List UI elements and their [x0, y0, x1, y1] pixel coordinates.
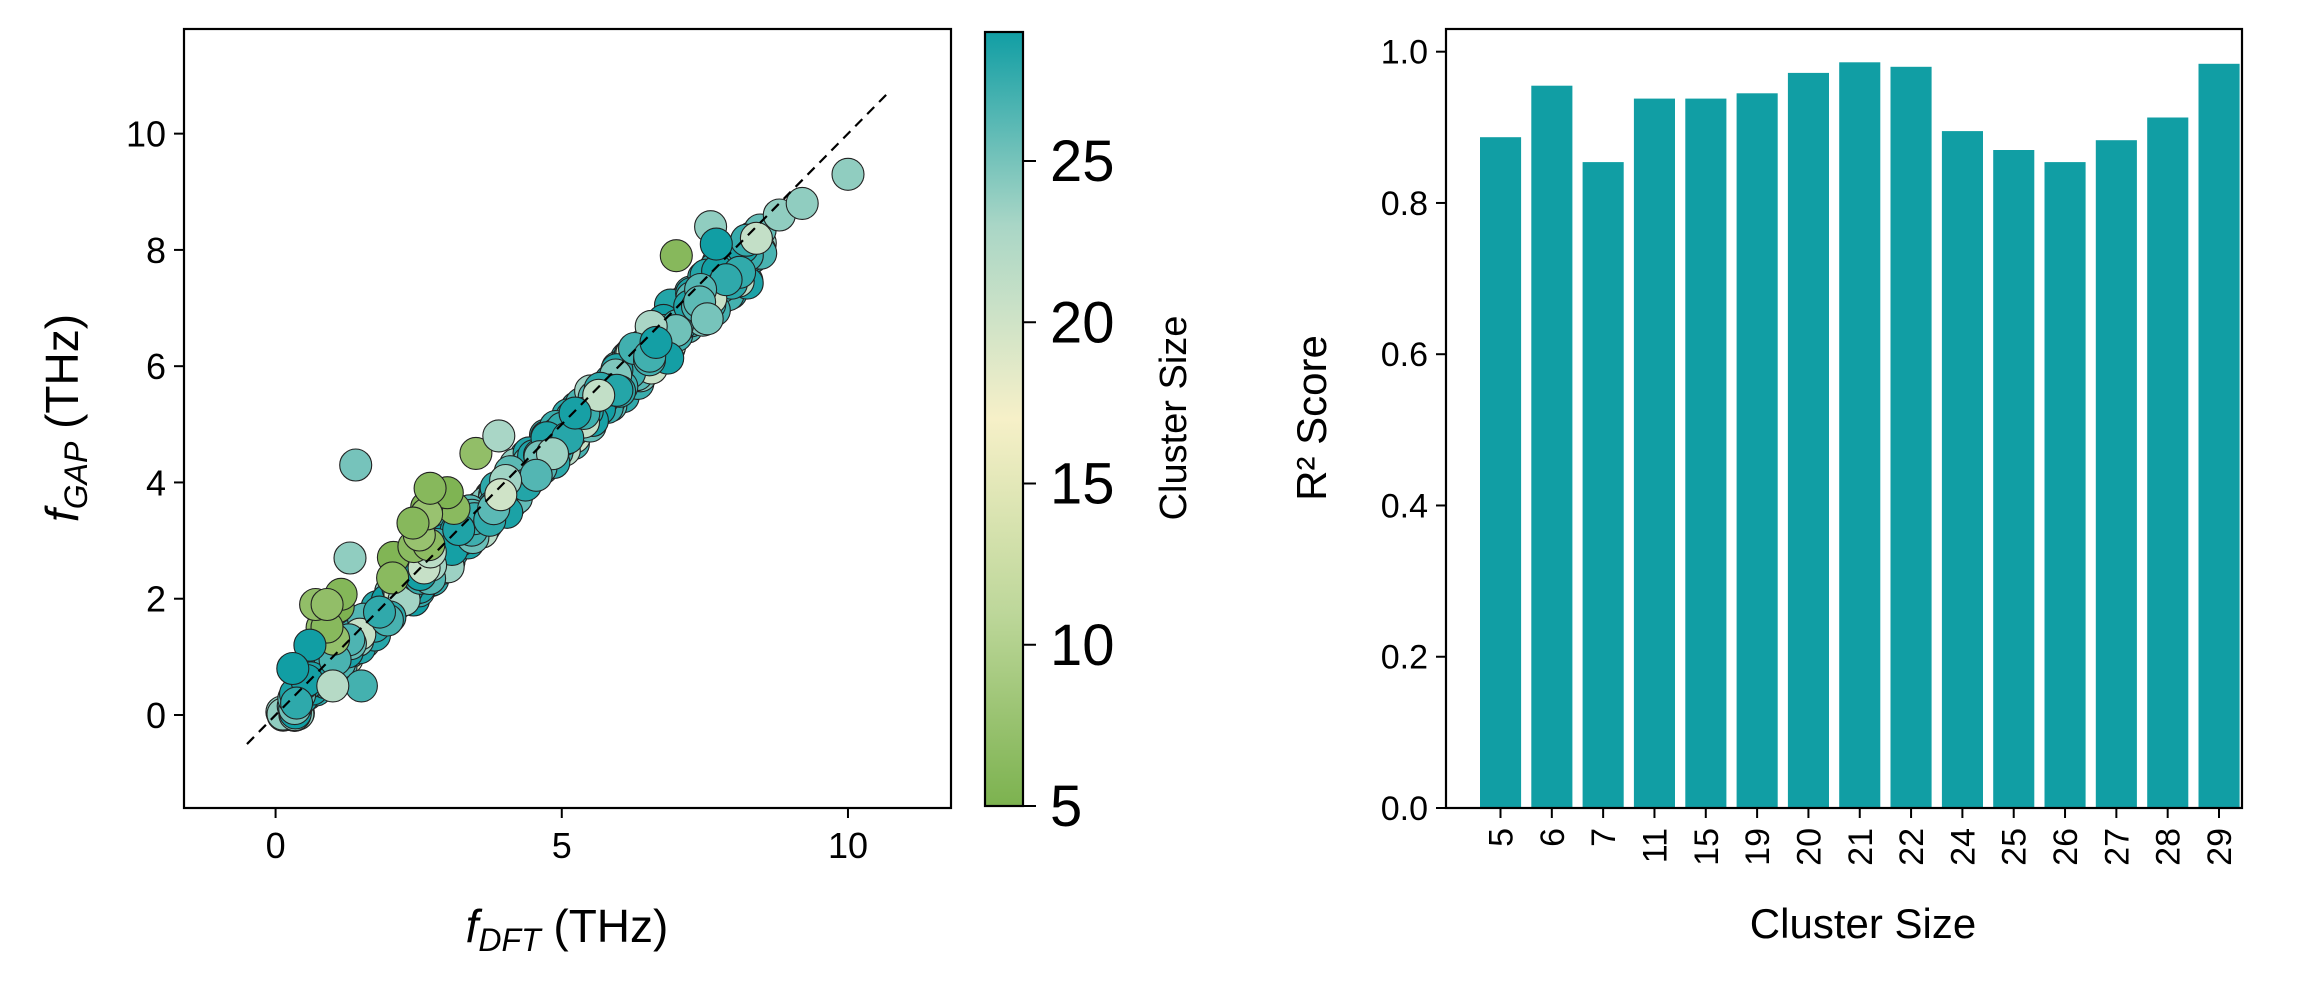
scatter-point: [339, 448, 373, 482]
bar-xlabel: Cluster Size: [1750, 900, 1976, 947]
scatter-xlabel: fDFT (THz): [466, 900, 669, 958]
y-tick-label: 4: [146, 462, 166, 503]
bar-x-tick-label: 6: [1534, 828, 1572, 847]
bar-x-tick-label: 22: [1893, 828, 1931, 866]
x-tick-label: 5: [552, 825, 572, 866]
bar-panel: 5 6 7 11 15 19 20 21 22 24 25 26 27 28 29 0.0 0.2 0.4 0.6 0…: [1288, 27, 2244, 947]
bar-22: [1890, 66, 1932, 809]
colorbar-tick-label: 5: [1050, 774, 1082, 839]
scatter-point: [276, 651, 310, 686]
bars: [1480, 62, 2240, 809]
bar-x-tick-label: 28: [2150, 828, 2188, 866]
scatter-point: [280, 686, 314, 720]
scatter-points: [265, 157, 865, 732]
bar-x-tick-label: 25: [1996, 828, 2034, 866]
bar-x-tick-label: 15: [1688, 828, 1726, 866]
bar-11: [1633, 98, 1675, 809]
bar-28: [2147, 117, 2189, 808]
scatter-point: [519, 458, 553, 492]
y-tick-label: 10: [126, 114, 166, 155]
scatter-point: [659, 239, 693, 273]
scatter-ylabel: fGAP (THz): [36, 314, 94, 522]
scatter-point: [459, 436, 493, 470]
scatter-point: [396, 506, 430, 540]
bar-x-tick-label: 7: [1585, 828, 1623, 847]
y-tick-label: 6: [146, 346, 166, 387]
x-tick-label: 0: [266, 825, 286, 866]
bar-axes-frame: [1444, 27, 2244, 810]
scatter-point: [484, 478, 518, 512]
scatter-point: [310, 587, 344, 622]
bar-x-tick-label: 29: [2201, 828, 2239, 866]
bar-25: [1993, 150, 2035, 808]
y-tick-label: 0: [146, 695, 166, 736]
scatter-point: [558, 396, 592, 430]
bar-y-tick-label: 0.8: [1381, 185, 1428, 223]
bar-x-tick-label: 20: [1790, 828, 1828, 866]
bar-x-tick-label: 24: [1944, 828, 1982, 866]
bar-y-tick-label: 0.0: [1381, 790, 1428, 828]
bar-y-tick-label: 0.6: [1381, 336, 1428, 374]
scatter-point: [690, 302, 724, 336]
scatter-point: [344, 669, 378, 703]
bar-26: [2044, 162, 2086, 809]
scatter-point: [582, 378, 616, 412]
bar-5: [1480, 137, 1522, 808]
colorbar-label: Cluster Size: [1153, 316, 1195, 521]
bar-x-tick-label: 27: [2098, 828, 2136, 866]
scatter-point: [333, 541, 367, 575]
bar-x-tick-label: 11: [1636, 828, 1674, 863]
bar-7: [1582, 162, 1624, 809]
scatter-ticks: 0 5 10 0 2 4 6 8 10: [126, 114, 868, 866]
scatter-point: [639, 325, 673, 359]
bar-ylabel: R² Score: [1288, 335, 1335, 501]
scatter-point: [831, 157, 865, 191]
colorbar-gradient: [983, 30, 1025, 808]
colorbar-ticks: 5 10 15 20 25: [1023, 129, 1115, 839]
scatter-point: [362, 595, 397, 629]
bar-29: [2198, 63, 2240, 809]
x-tick-label: 10: [828, 825, 868, 866]
bar-15: [1685, 98, 1727, 809]
y-tick-label: 8: [146, 230, 166, 271]
scatter-point: [413, 471, 447, 505]
scatter-point: [699, 227, 733, 261]
colorbar-tick-label: 10: [1050, 613, 1115, 678]
bar-24: [1941, 131, 1983, 809]
bar-x-tick-label: 26: [2047, 828, 2085, 866]
bar-y-tick-label: 1.0: [1381, 34, 1428, 72]
scatter-axes-frame: [182, 27, 953, 810]
bar-6: [1531, 85, 1573, 808]
bar-y-tick-label: 0.4: [1381, 487, 1428, 525]
scatter-point: [785, 186, 819, 220]
scatter-point: [482, 419, 516, 453]
bar-27: [2095, 140, 2137, 808]
scatter-panel: 0 5 10 0 2 4 6 8 10 fDFT (THz) fGAP (THz): [36, 27, 953, 958]
scatter-point: [376, 561, 410, 595]
scatter-point: [316, 669, 350, 703]
colorbar-tick-label: 20: [1050, 290, 1115, 355]
bar-x-tick-label: 21: [1842, 828, 1880, 866]
bar-21: [1839, 62, 1881, 809]
scatter-point: [739, 221, 773, 255]
colorbar: 5 10 15 20 25 Cluster Size: [983, 30, 1195, 839]
colorbar-tick-label: 15: [1050, 452, 1115, 517]
bar-y-tick-label: 0.2: [1381, 639, 1428, 677]
bar-x-tick-label: 19: [1739, 828, 1777, 866]
y-tick-label: 2: [146, 579, 166, 620]
bar-ticks: 5 6 7 11 15 19 20 21 22 24 25 26 27 28 29 0.0 0.2 0.4 0.6 0…: [1381, 34, 2239, 866]
colorbar-tick-label: 25: [1050, 129, 1115, 194]
scatter-point: [293, 628, 327, 662]
bar-20: [1787, 72, 1829, 808]
bar-x-tick-label: 5: [1483, 828, 1521, 847]
bar-19: [1736, 93, 1778, 809]
